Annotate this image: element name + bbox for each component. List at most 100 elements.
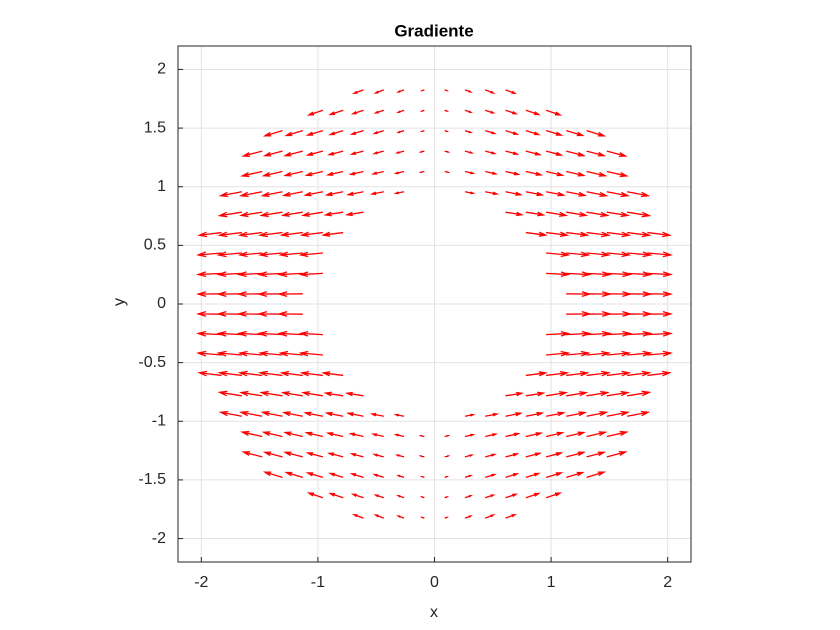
arrow [505, 432, 521, 438]
chart-title: Gradiente [394, 21, 473, 40]
arrow [485, 453, 497, 458]
arrow [626, 410, 651, 417]
arrow [525, 211, 546, 217]
arrow [281, 411, 303, 417]
arrow [525, 391, 546, 397]
arrow [444, 130, 450, 133]
arrow [485, 473, 497, 478]
arrow [259, 390, 283, 397]
arrow [627, 291, 653, 297]
arrow [419, 516, 425, 519]
x-tick-label: 0 [430, 574, 439, 591]
arrow [283, 431, 303, 438]
arrow [464, 130, 473, 134]
arrow [393, 433, 405, 438]
arrow [566, 130, 585, 137]
arrow [258, 370, 283, 377]
arrow [546, 251, 571, 258]
arrow [372, 150, 384, 155]
arrow [238, 410, 263, 417]
arrow [278, 251, 303, 258]
arrow [444, 496, 450, 499]
arrow [237, 231, 263, 238]
arrow [304, 431, 324, 438]
quiver [196, 89, 673, 519]
arrow [647, 330, 673, 337]
arrow [373, 494, 384, 499]
arrow [394, 150, 405, 154]
arrow [349, 130, 364, 135]
arrow [525, 492, 541, 499]
arrow [372, 473, 384, 478]
arrow [352, 513, 364, 519]
y-tick-label: 1.5 [144, 119, 166, 136]
arrow [348, 432, 364, 438]
arrow [546, 271, 571, 278]
arrow [241, 150, 263, 157]
arrow [418, 170, 425, 174]
arrow [647, 350, 673, 357]
arrow [566, 350, 591, 357]
arrow [237, 251, 263, 258]
arrow [566, 471, 585, 478]
arrow [303, 411, 324, 417]
arrow [627, 350, 653, 357]
x-tick-label: -2 [194, 574, 208, 591]
arrow [281, 191, 303, 197]
arrow [586, 311, 613, 317]
arrow [350, 109, 364, 115]
arrow [485, 109, 496, 114]
arrow [545, 472, 564, 478]
arrow [303, 191, 324, 197]
arrow [260, 411, 283, 417]
arrow [216, 271, 242, 278]
arrow [283, 170, 303, 177]
arrow [444, 150, 451, 153]
arrow [323, 391, 344, 397]
arrow [277, 330, 303, 337]
arrow [505, 473, 520, 478]
arrow [444, 475, 450, 478]
arrow [217, 370, 242, 377]
arrow [566, 370, 590, 377]
arrow [606, 231, 632, 238]
y-tick-label: -0.5 [138, 354, 166, 371]
arrow [304, 170, 324, 177]
arrow [305, 472, 324, 478]
arrow [647, 271, 673, 278]
grid [178, 46, 691, 562]
arrow [349, 150, 364, 155]
arrow [396, 130, 405, 134]
arrow [505, 130, 520, 135]
arrow [586, 350, 611, 357]
arrow [464, 150, 475, 154]
arrow [464, 109, 473, 113]
arrow [505, 412, 523, 417]
arrow [216, 350, 242, 357]
arrow [586, 150, 607, 157]
arrow [566, 191, 588, 197]
arrow [586, 211, 610, 218]
arrow [545, 391, 569, 397]
arrow [299, 370, 324, 377]
arrow [373, 89, 385, 94]
x-tick-label: -1 [311, 574, 325, 591]
arrow [444, 109, 450, 112]
arrow [505, 170, 521, 176]
arrow [299, 231, 324, 238]
arrow [419, 130, 425, 133]
arrow [396, 515, 405, 519]
arrow [485, 170, 498, 175]
arrow [419, 496, 425, 499]
arrow [606, 271, 633, 278]
arrow [344, 211, 364, 217]
arrow [325, 170, 344, 176]
arrow [586, 130, 607, 137]
arrow [627, 330, 653, 337]
arrow [323, 211, 344, 217]
arrow [627, 231, 652, 238]
arrow [216, 251, 242, 258]
arrow [566, 330, 592, 337]
arrow [525, 432, 544, 438]
arrow [260, 191, 283, 197]
